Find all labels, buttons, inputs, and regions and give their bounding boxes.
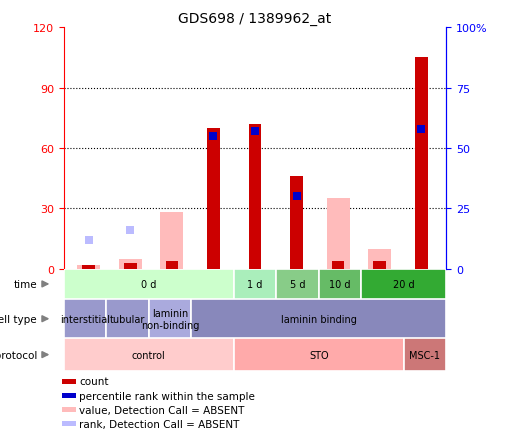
Text: STO: STO — [308, 350, 328, 360]
Bar — [331, 261, 344, 269]
Text: time: time — [13, 279, 37, 289]
Text: tubular: tubular — [109, 314, 145, 324]
Bar — [207, 128, 219, 269]
Bar — [62, 421, 76, 426]
Text: percentile rank within the sample: percentile rank within the sample — [79, 391, 254, 401]
Bar — [64, 339, 233, 371]
Bar — [326, 199, 349, 269]
Text: 1 d: 1 d — [247, 279, 262, 289]
Bar — [276, 269, 318, 299]
Bar — [191, 299, 445, 339]
Title: GDS698 / 1389962_at: GDS698 / 1389962_at — [178, 12, 331, 26]
Bar — [82, 265, 95, 269]
Bar — [318, 269, 360, 299]
Text: count: count — [79, 377, 108, 387]
Bar — [62, 408, 76, 412]
Bar — [124, 263, 136, 269]
Bar — [106, 299, 149, 339]
Bar — [62, 379, 76, 384]
Text: laminin binding: laminin binding — [280, 314, 356, 324]
Bar — [64, 269, 233, 299]
Text: MSC-1: MSC-1 — [409, 350, 440, 360]
Text: laminin
non-binding: laminin non-binding — [140, 308, 199, 330]
Bar — [149, 299, 191, 339]
Bar — [165, 261, 178, 269]
Bar — [160, 213, 183, 269]
Bar — [360, 269, 445, 299]
Text: 5 d: 5 d — [289, 279, 305, 289]
Text: control: control — [132, 350, 165, 360]
Text: growth protocol: growth protocol — [0, 350, 37, 360]
Bar — [367, 249, 390, 269]
Bar — [77, 265, 100, 269]
Bar — [403, 339, 445, 371]
Text: 10 d: 10 d — [329, 279, 350, 289]
Bar — [248, 125, 261, 269]
Text: rank, Detection Call = ABSENT: rank, Detection Call = ABSENT — [79, 419, 239, 429]
Bar — [290, 177, 302, 269]
Text: 0 d: 0 d — [141, 279, 156, 289]
Bar — [62, 393, 76, 398]
Text: 20 d: 20 d — [392, 279, 414, 289]
Text: interstitial: interstitial — [60, 314, 110, 324]
Bar — [233, 339, 403, 371]
Bar — [373, 261, 385, 269]
Text: value, Detection Call = ABSENT: value, Detection Call = ABSENT — [79, 405, 244, 415]
Bar — [64, 299, 106, 339]
Bar — [119, 259, 142, 269]
Bar — [414, 58, 427, 269]
Text: cell type: cell type — [0, 314, 37, 324]
Bar — [233, 269, 276, 299]
